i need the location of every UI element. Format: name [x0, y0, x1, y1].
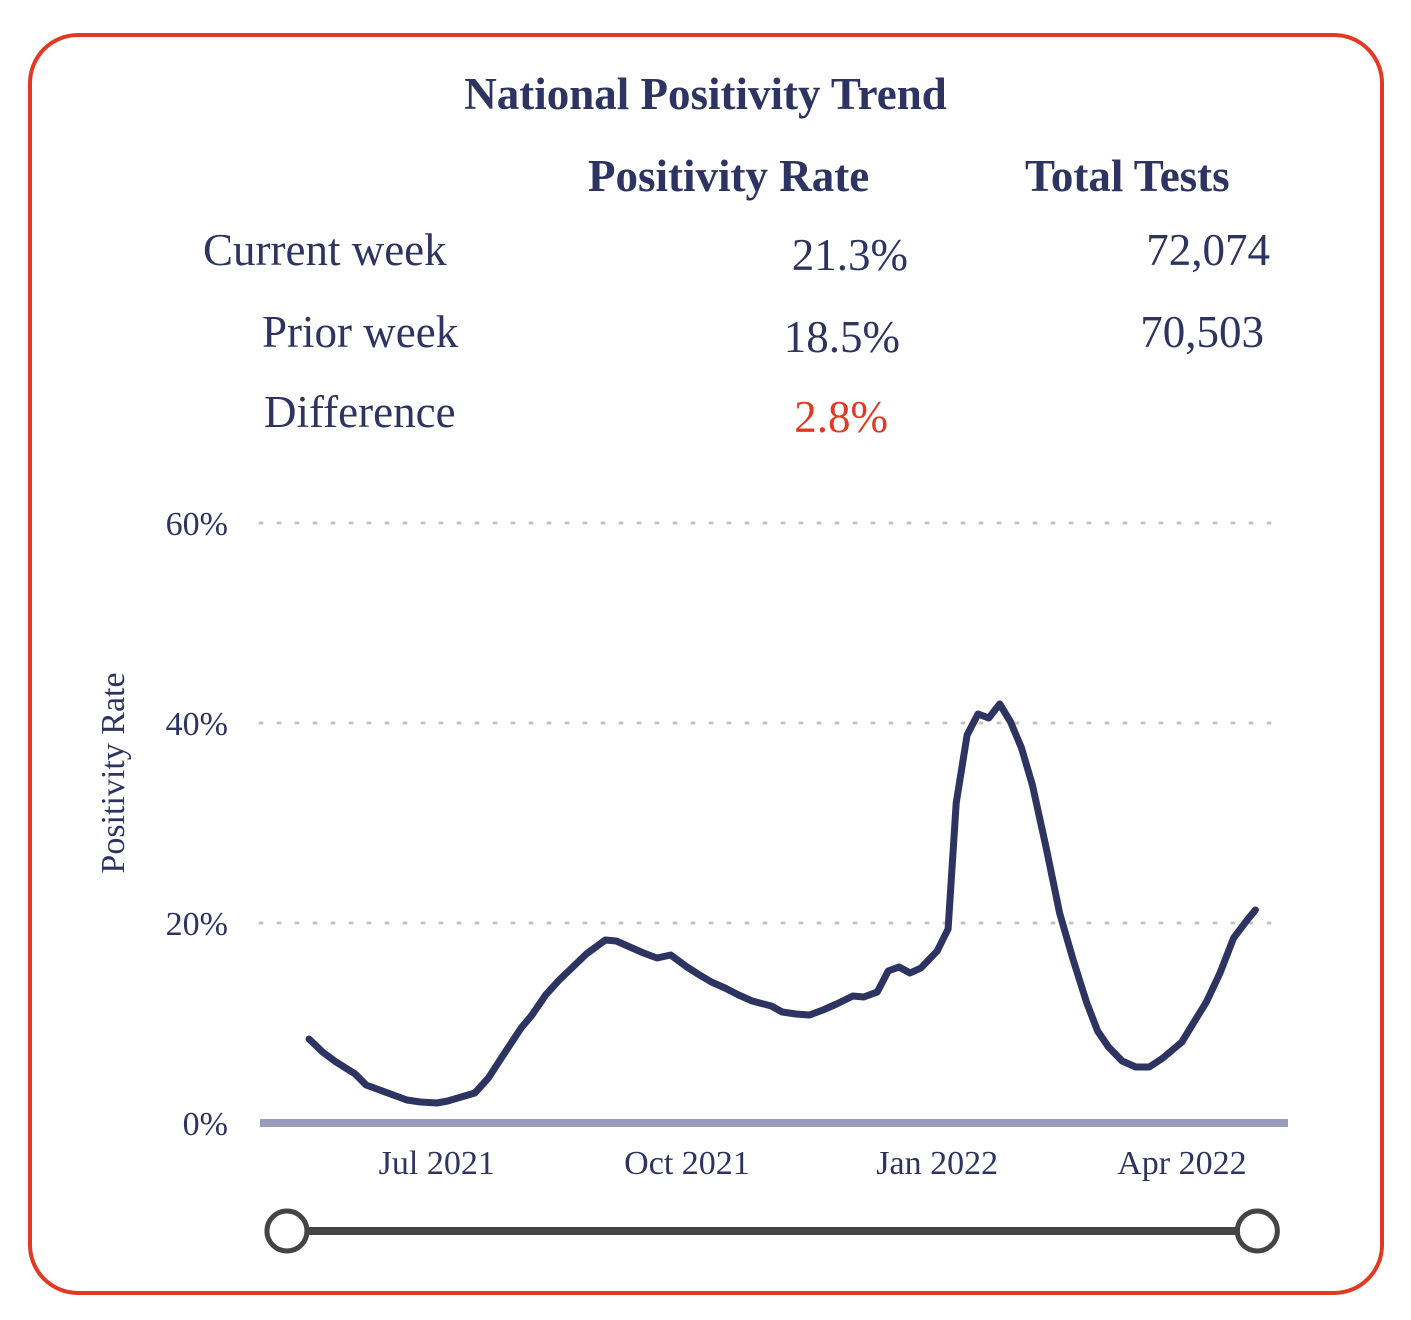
y-tick-label: 0% — [183, 1106, 228, 1143]
prior-week-rate: 18.5% — [783, 312, 900, 362]
column-header-total-tests: Total Tests — [1025, 151, 1230, 201]
series-line-0 — [305, 700, 1259, 1107]
x-tick-label: Oct 2021 — [624, 1145, 750, 1182]
prior-week-tests: 70,503 — [1140, 307, 1264, 357]
y-axis-label: Positivity Rate — [95, 672, 132, 873]
x-tick-label: Apr 2022 — [1117, 1145, 1246, 1182]
x-tick-label: Jul 2021 — [379, 1145, 495, 1182]
row-label-difference: Difference — [264, 387, 456, 437]
current-week-rate: 21.3% — [791, 230, 908, 280]
row-label-prior-week: Prior week — [262, 307, 459, 357]
y-tick-label: 20% — [166, 906, 228, 943]
grid-lines — [258, 521, 1282, 925]
current-week-tests: 72,074 — [1146, 225, 1270, 275]
y-axis-ticks: 0% 20% 40% 60% — [166, 506, 228, 1143]
difference-rate: 2.8% — [794, 392, 888, 442]
row-label-current-week: Current week — [203, 225, 447, 275]
y-tick-label: 40% — [166, 706, 228, 743]
y-tick-label: 60% — [166, 506, 228, 543]
card-frame — [28, 33, 1384, 1295]
series-layer — [305, 700, 1259, 1107]
x-tick-label: Jan 2022 — [876, 1145, 998, 1182]
x-axis-ticks: Jul 2021 Oct 2021 Jan 2022 Apr 2022 — [379, 1145, 1247, 1182]
slider-handle-start[interactable] — [264, 1208, 310, 1254]
column-header-positivity-rate: Positivity Rate — [588, 151, 870, 201]
slider-handle-end[interactable] — [1234, 1208, 1280, 1254]
chart-title: National Positivity Trend — [464, 69, 947, 119]
date-range-slider[interactable] — [264, 1208, 1280, 1254]
